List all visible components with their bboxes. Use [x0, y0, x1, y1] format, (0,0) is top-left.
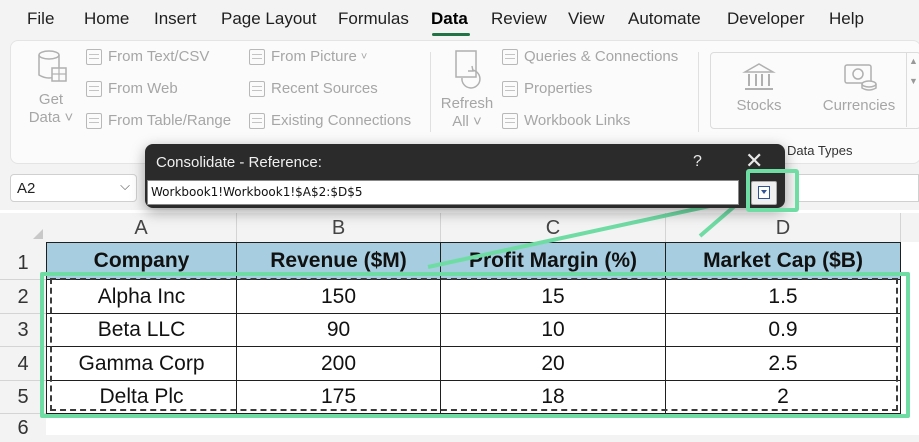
table-cell[interactable]: 2.5: [666, 347, 901, 381]
from-text-csv-button[interactable]: From Text/CSV: [86, 48, 209, 65]
menu-developer[interactable]: Developer: [727, 9, 805, 28]
currency-icon: [844, 64, 877, 91]
row-header-3[interactable]: 3: [0, 314, 46, 347]
from-picture-button[interactable]: From Picture ˅: [249, 48, 367, 65]
chevron-up-icon: ▲: [909, 56, 918, 66]
table-cell[interactable]: 175: [237, 381, 441, 414]
get-data-label-1: Get: [38, 91, 64, 108]
refresh-label-1: Refresh: [440, 95, 494, 112]
table-cell[interactable]: 200: [237, 347, 441, 381]
table-cell[interactable]: 0.9: [666, 314, 901, 347]
menu-review[interactable]: Review: [491, 9, 547, 28]
row-header-2[interactable]: 2: [0, 280, 46, 314]
recent-sources-button[interactable]: Recent Sources: [249, 80, 378, 97]
link-icon: [502, 112, 518, 129]
connections-icon: [249, 112, 265, 129]
menu-home[interactable]: Home: [84, 9, 130, 28]
table-cell[interactable]: Delta Plc: [46, 381, 237, 414]
properties-icon: [502, 80, 518, 97]
queries-icon: [502, 48, 518, 65]
active-tab-indicator: [432, 33, 470, 36]
row-header-6[interactable]: 6: [0, 414, 46, 439]
help-icon[interactable]: ?: [693, 153, 702, 170]
table-cell[interactable]: 90: [237, 314, 441, 347]
picture-icon: [249, 48, 265, 65]
menu-automate[interactable]: Automate: [628, 9, 701, 28]
chevron-down-icon: ▼: [909, 76, 918, 86]
menu-data[interactable]: Data: [431, 9, 468, 28]
range-highlight: [40, 272, 910, 418]
dialog-title: Consolidate - Reference:: [156, 154, 322, 171]
row-header-4[interactable]: 4: [0, 347, 46, 381]
text-file-icon: [86, 48, 102, 65]
table-cell[interactable]: 20: [441, 347, 666, 381]
refresh-all-button[interactable]: Refresh All ˅: [440, 48, 494, 131]
table-icon: [86, 112, 102, 129]
chevron-down-icon: ˅: [360, 50, 368, 63]
table-cell[interactable]: Beta LLC: [46, 314, 237, 347]
from-web-button[interactable]: From Web: [86, 80, 178, 97]
web-icon: [86, 80, 102, 97]
ribbon-separator: [430, 52, 431, 132]
data-types-group-label: Data Types: [787, 143, 853, 158]
menu-insert[interactable]: Insert: [154, 9, 197, 28]
gallery-scroll[interactable]: ▲ ▼: [906, 52, 919, 127]
expand-dialog-icon: [758, 186, 770, 199]
refresh-label-2: All ˅: [452, 113, 482, 130]
name-box-value: A2: [17, 180, 36, 197]
table-cell[interactable]: 10: [441, 314, 666, 347]
menu-formulas[interactable]: Formulas: [338, 9, 409, 28]
bank-icon: [742, 63, 776, 90]
reference-input[interactable]: Workbook1!Workbook1!$A$2:$D$5: [147, 180, 739, 205]
expand-dialog-button[interactable]: [751, 181, 777, 205]
column-header-e[interactable]: [901, 213, 919, 242]
stocks-label: Stocks: [736, 97, 782, 114]
stocks-button[interactable]: Stocks: [728, 62, 790, 115]
row-header-5[interactable]: 5: [0, 381, 46, 414]
menu-page-layout[interactable]: Page Layout: [221, 9, 317, 28]
menu-help[interactable]: Help: [829, 9, 864, 28]
table-cell[interactable]: 150: [237, 280, 441, 314]
menu-view[interactable]: View: [568, 9, 605, 28]
from-table-range-button[interactable]: From Table/Range: [86, 112, 231, 129]
table-cell[interactable]: 1.5: [666, 280, 901, 314]
menu-bar: File Home Insert Page Layout Formulas Da…: [0, 0, 919, 40]
recent-sources-icon: [249, 80, 265, 97]
close-icon[interactable]: ✕: [745, 148, 764, 173]
workbook-links-button[interactable]: Workbook Links: [502, 112, 630, 129]
get-data-button[interactable]: Get Data ˅: [28, 48, 74, 127]
table-cell[interactable]: 15: [441, 280, 666, 314]
menu-file[interactable]: File: [27, 9, 55, 28]
row-header-1[interactable]: 1: [0, 242, 46, 280]
ribbon-separator: [698, 52, 699, 132]
table-cell[interactable]: Alpha Inc: [46, 280, 237, 314]
queries-connections-button[interactable]: Queries & Connections: [502, 48, 678, 65]
column-header-b[interactable]: B: [237, 213, 441, 242]
expand-button-highlight: [746, 169, 799, 212]
database-icon: [38, 50, 67, 82]
column-header-d[interactable]: D: [666, 213, 901, 242]
currencies-label: Currencies: [822, 97, 896, 114]
select-all-corner[interactable]: [0, 213, 46, 242]
column-header-a[interactable]: A: [46, 213, 237, 242]
selection-marquee: [50, 278, 898, 411]
data-types-gallery: [710, 52, 919, 129]
chevron-down-icon[interactable]: ⌵: [120, 178, 130, 193]
get-data-label-2: Data ˅: [28, 109, 74, 126]
table-cell[interactable]: 2: [666, 381, 901, 414]
refresh-icon: [455, 50, 481, 89]
properties-button[interactable]: Properties: [502, 80, 592, 97]
existing-connections-button[interactable]: Existing Connections: [249, 112, 411, 129]
currencies-button[interactable]: Currencies: [820, 62, 898, 115]
name-box[interactable]: A2 ⌵: [10, 174, 137, 202]
table-cell[interactable]: 18: [441, 381, 666, 414]
formula-bar[interactable]: [798, 174, 919, 202]
consolidate-reference-dialog: Consolidate - Reference: ? ✕ Workbook1!W…: [145, 144, 785, 208]
column-header-c[interactable]: C: [441, 213, 666, 242]
table-cell[interactable]: Gamma Corp: [46, 347, 237, 381]
